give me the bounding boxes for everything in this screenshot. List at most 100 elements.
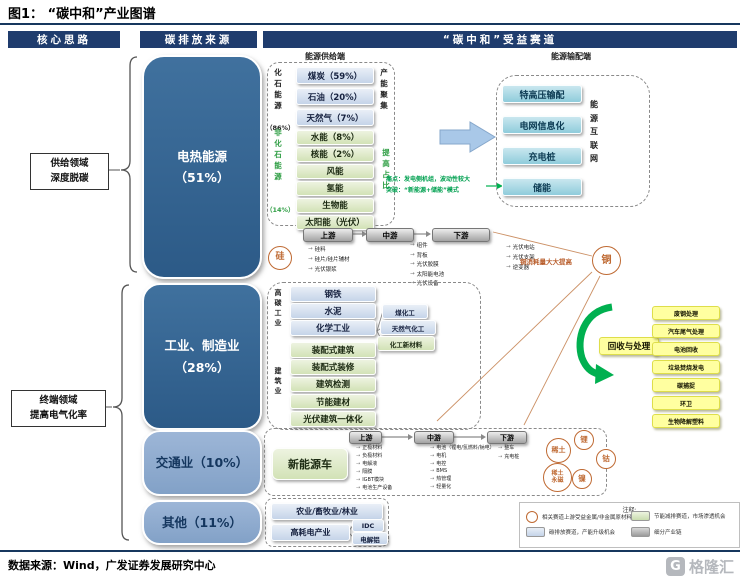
- green-energy-item: 生物能: [296, 198, 374, 213]
- source-industry: 工业、制造业 （28%）: [142, 283, 262, 430]
- legend-blue-chip-icon: [526, 527, 545, 537]
- branch-arrow-icon: →: [356, 476, 361, 483]
- industry-item: 水泥: [290, 303, 376, 319]
- industry-item: 建筑检测: [290, 376, 376, 393]
- nev-downstream-list: → 整车 → 充电桩: [498, 444, 520, 461]
- note-terminal-electrify: 终端领域 提高电气化率: [11, 390, 106, 427]
- mineral-cobalt: 钴: [596, 449, 616, 469]
- mineral-rare-earth-magnet: 稀土 永磁: [543, 463, 572, 492]
- mineral-nickel: 镍: [572, 469, 592, 489]
- industry-green-list: 装配式建筑 装配式装修 建筑检测 节能建材 光伏建筑一体化: [290, 342, 376, 427]
- source-power-heat: 电热能源 （51%）: [142, 55, 262, 279]
- branch-arrow-icon: →: [410, 242, 415, 248]
- branch-arrow-icon: →: [430, 460, 435, 467]
- green-energy-item: 氢能: [296, 181, 374, 196]
- branch-arrow-icon: →: [498, 444, 503, 451]
- branch-arrow-icon: →: [410, 261, 415, 267]
- branch-arrow-icon: →: [356, 444, 361, 451]
- high-carbon-label: 高碳工业: [274, 289, 282, 328]
- data-source-text: 数据来源：Wind，广发证券发展研究中心: [8, 559, 216, 572]
- chain-item: → 正极材料: [356, 444, 383, 452]
- grid-items-list: 特高压输配 电网信息化 充电桩 储能: [502, 85, 582, 196]
- branch-arrow-icon: →: [356, 484, 361, 491]
- chain-item: → 背板: [410, 251, 428, 259]
- raise-share-label: 提高占比: [382, 148, 390, 190]
- industry-item: 节能建材: [290, 393, 376, 410]
- pv-stage-upstream: 上游: [303, 228, 353, 242]
- industry-item: 装配式建筑: [290, 342, 376, 358]
- industry-item: 化学工业: [290, 320, 376, 336]
- recycle-item: 废钢处理: [652, 306, 720, 320]
- nev-stage-downstream: 下游: [487, 431, 527, 444]
- capacity-agg-label: 产能聚集: [380, 68, 388, 110]
- nev-stage-upstream: 上游: [349, 431, 382, 444]
- branch-arrow-icon: →: [308, 266, 313, 272]
- nev-label: 新能源车: [272, 448, 348, 480]
- legend-circle-icon: [526, 511, 538, 523]
- branch-arrow-icon: →: [356, 452, 361, 459]
- recycle-item: 电池回收: [652, 342, 720, 356]
- energy-internet-label: 能源互联网: [590, 100, 598, 164]
- nev-upstream-list: → 正极材料 → 负极材料 → 电解液 → 隔膜 → IGBT模块 → 电池生产设备: [356, 444, 392, 492]
- bottom-rule: [0, 550, 740, 552]
- legend-green-chip-icon: [631, 511, 650, 521]
- gelonghui-logo-icon: G: [665, 557, 685, 576]
- branch-gas-chem: 天然气化工: [380, 320, 436, 335]
- green-energy-list: 水能（8%） 核能（2%） 风能 氢能 生物能 太阳能（光伏）: [296, 130, 374, 230]
- grid-item: 特高压输配: [502, 85, 582, 103]
- chain-item: → 电机: [430, 452, 447, 460]
- green-energy-item: 水能（8%）: [296, 130, 374, 145]
- chain-item: → 逆变器: [506, 264, 530, 271]
- fossil-energy-label: 化石能源: [274, 68, 282, 110]
- industry-blue-list: 钢铁 水泥 化学工业: [290, 286, 376, 336]
- chain-item: → 充电桩: [498, 453, 520, 461]
- green-energy-item: 风能: [296, 164, 374, 179]
- chain-item: → 隔膜: [356, 468, 373, 476]
- legend-text: 节能减排赛道，市场渗透机会: [654, 514, 726, 520]
- source-others: 其他（11%）: [142, 500, 262, 545]
- chain-item: → 电控: [430, 460, 447, 468]
- figure-title: 图1： “碳中和”产业图谱: [8, 7, 156, 22]
- nonfossil-energy-label: 非化石能源: [274, 128, 282, 181]
- legend-text: 碳排放赛道，产能升级机会: [549, 530, 616, 536]
- chain-item: → 整车: [498, 444, 515, 452]
- recycle-item: 生物降解塑料: [652, 414, 720, 428]
- recycle-item: 碳捕捉: [652, 378, 720, 392]
- industry-item: 钢铁: [290, 286, 376, 302]
- fossil-items-list: 煤炭（59%） 石油（20%） 天然气（7%）: [296, 67, 374, 126]
- branch-arrow-icon: →: [410, 280, 415, 286]
- chain-item: → 负极材料: [356, 452, 383, 460]
- branch-arrow-icon: →: [506, 244, 511, 250]
- chain-item: → 电解液: [356, 460, 378, 468]
- chain-item: → BMS: [430, 468, 448, 474]
- branch-arrow-icon: →: [410, 251, 415, 258]
- industry-panel: [267, 282, 481, 430]
- pv-stage-midstream: 中游: [366, 228, 414, 242]
- pv-stage-downstream: 下游: [432, 228, 490, 242]
- branch-arrow-icon: →: [498, 453, 503, 460]
- recycle-items-list: 废钢处理 汽车尾气处理 电池回收 垃圾焚烧发电 碳捕捉 环卫 生物降解塑料: [652, 306, 720, 428]
- chain-item: → 硅片/硅片辅材: [308, 256, 350, 263]
- source-transport: 交通业（10%）: [142, 430, 262, 496]
- energy-grid-panel: [496, 75, 650, 207]
- others-panel: [265, 498, 389, 547]
- branch-arrow-icon: →: [356, 460, 361, 467]
- brace-terminal: [112, 284, 130, 541]
- branch-arrow-icon: →: [410, 270, 415, 277]
- legend-gray-chip-icon: [631, 527, 650, 537]
- branch-arrow-icon: →: [506, 264, 511, 270]
- mineral-silicon: 硅: [268, 246, 292, 270]
- branch-arrow-icon: →: [430, 475, 435, 482]
- legend-entry-circle: 相关赛道上游受益金属/非金属原材料: [526, 511, 632, 523]
- branch-coal-chem: 煤化工: [382, 304, 428, 319]
- fossil-item: 天然气（7%）: [296, 109, 374, 126]
- branch-arrow-icon: →: [308, 256, 313, 262]
- branch-aluminum: 电解铝: [352, 532, 388, 545]
- industry-item: 装配式装修: [290, 359, 376, 375]
- nonfossil-energy-pct: （14%）: [266, 206, 295, 214]
- legend-text: 细分产业链: [654, 530, 682, 536]
- legend-entry-blue: 碳排放赛道，产能升级机会: [526, 527, 615, 537]
- others-high-power: 高耗电产业: [271, 524, 350, 541]
- storage-note: 痛点：发电侧机组，波动性较大 突破：“新能源+储能”模式: [386, 176, 471, 195]
